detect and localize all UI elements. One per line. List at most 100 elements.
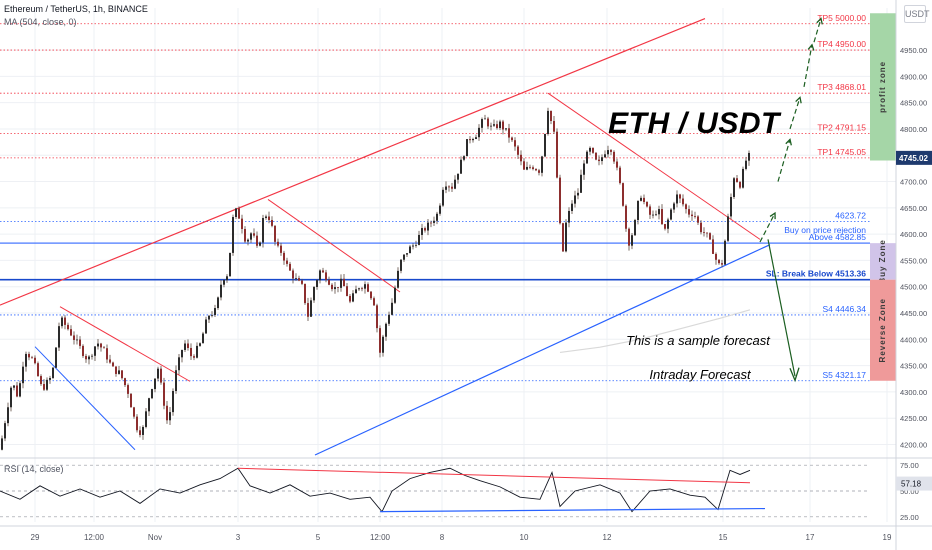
currency-button[interactable]: USDT [904, 5, 930, 23]
candle-body [514, 140, 516, 147]
candle-body [682, 198, 684, 205]
ma-legend[interactable]: MA (504, close, 0) [4, 17, 77, 27]
zone-buy-zone[interactable] [870, 243, 896, 280]
candle-body [358, 288, 360, 290]
symbol-legend[interactable]: Ethereum / TetherUS, 1h, BINANCE [4, 4, 148, 14]
zone-profit-zone[interactable] [870, 13, 896, 161]
rsi-tick-label: 75.00 [900, 461, 919, 470]
candle-body [100, 343, 102, 348]
candle-body [736, 178, 738, 183]
candle-body [445, 186, 447, 190]
candle-body [463, 156, 465, 160]
candle-body [589, 147, 591, 152]
candle-body [739, 182, 741, 188]
candle-body [136, 416, 138, 431]
time-tick-label: Nov [148, 533, 162, 542]
candle-body [271, 219, 273, 226]
candle-body [25, 353, 27, 367]
candle-body [439, 205, 441, 214]
rsi-legend[interactable]: RSI (14, close) [4, 464, 64, 474]
candle-body [499, 121, 501, 129]
candle-body [724, 240, 726, 265]
candle-body [214, 308, 216, 315]
candle-body [37, 363, 39, 377]
rsi-line [0, 467, 751, 513]
candle-body [670, 209, 672, 220]
candle-body [196, 345, 198, 358]
arrow-head [769, 211, 776, 220]
candle-body [229, 252, 231, 277]
candle-body [541, 156, 543, 173]
zone-label: Reverse Zone [878, 298, 887, 362]
candle-body [121, 370, 123, 379]
candle-body [16, 385, 18, 397]
candle-body [619, 167, 621, 184]
reversal-arrow [767, 239, 796, 377]
candle-body [163, 382, 165, 406]
candle-body [676, 194, 678, 204]
candle-body [601, 157, 603, 162]
rising-support-line [314, 244, 771, 456]
candle-body [259, 242, 261, 246]
candle-body [262, 218, 264, 243]
candle-body [745, 160, 747, 169]
candle-body [319, 270, 321, 281]
candle-body [409, 246, 411, 254]
zone-reverse-zone[interactable] [870, 279, 896, 381]
level-label: Buy on price rejection [784, 225, 866, 235]
candle-body [469, 139, 471, 141]
candle-body [334, 287, 336, 290]
price-tick-label: 4850.00 [900, 99, 927, 108]
candle-body [568, 210, 570, 223]
rsi-value-label: 57.18 [901, 480, 922, 489]
candle-body [301, 280, 303, 284]
candle-body [517, 146, 519, 155]
candle-body [382, 336, 384, 353]
candle-body [34, 357, 36, 364]
candle-body [124, 378, 126, 386]
time-tick-label: 12 [603, 533, 612, 542]
candle-body [256, 235, 258, 246]
candle-body [202, 333, 204, 344]
candle-body [175, 370, 177, 392]
candle-body [268, 216, 270, 220]
candle-body [316, 280, 318, 287]
candle-body [151, 389, 153, 399]
price-tick-label: 4500.00 [900, 283, 927, 292]
candle-body [703, 232, 705, 233]
arrow-head [789, 367, 800, 383]
candle-body [106, 348, 108, 360]
candle-body [712, 239, 714, 254]
candle-body [169, 412, 171, 421]
candle-body [481, 119, 483, 128]
candle-body [265, 216, 267, 219]
candle-body [46, 379, 48, 390]
level-label: TP3 4868.01 [817, 82, 866, 92]
candle-body [298, 278, 300, 281]
candle-body [109, 359, 111, 363]
candle-body [7, 407, 9, 424]
candle-body [157, 368, 159, 379]
candle-body [253, 233, 255, 236]
candle-body [454, 179, 456, 189]
candle-body [556, 131, 558, 178]
candle-body [553, 120, 555, 132]
candle-body [565, 222, 567, 252]
candle-body [295, 278, 297, 279]
candle-body [61, 317, 63, 327]
time-tick-label: 29 [31, 533, 40, 542]
candle-body [64, 317, 66, 325]
candle-body [190, 347, 192, 357]
candle-body [529, 166, 531, 168]
price-tick-label: 4600.00 [900, 230, 927, 239]
candle-body [388, 314, 390, 324]
candle-body [19, 383, 21, 397]
downtrend-line-3 [547, 92, 761, 240]
candle-body [631, 235, 633, 246]
candle-body [43, 384, 45, 390]
time-tick-label: 10 [520, 533, 529, 542]
candle-body [433, 220, 435, 223]
candle-body [367, 284, 369, 292]
candle-body [484, 118, 486, 120]
